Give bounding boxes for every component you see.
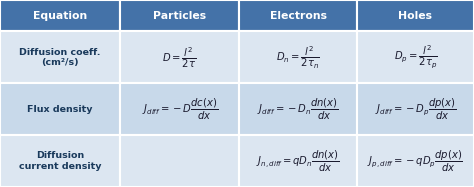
Text: $D = \dfrac{l^2}{2\tau}$: $D = \dfrac{l^2}{2\tau}$ (163, 45, 197, 70)
Bar (357, 31, 474, 83)
Text: Equation: Equation (33, 11, 87, 21)
Text: Diffusion
current density: Diffusion current density (18, 151, 101, 171)
Bar (120, 0, 239, 31)
Text: Electrons: Electrons (270, 11, 327, 21)
Text: Diffusion coeff.
(cm²/s): Diffusion coeff. (cm²/s) (19, 48, 100, 67)
Text: $J_{diff} = -D\dfrac{dc(x)}{dx}$: $J_{diff} = -D\dfrac{dc(x)}{dx}$ (142, 96, 218, 122)
Text: $J_{p,diff} = -qD_p\dfrac{dp(x)}{dx}$: $J_{p,diff} = -qD_p\dfrac{dp(x)}{dx}$ (367, 148, 464, 174)
Text: $J_{diff} = -D_p\dfrac{dp(x)}{dx}$: $J_{diff} = -D_p\dfrac{dp(x)}{dx}$ (374, 96, 456, 122)
Bar (0, 135, 120, 187)
Bar (0, 83, 120, 135)
Bar (120, 31, 239, 83)
Bar (120, 135, 239, 187)
Text: $D_p = \dfrac{l^2}{2\tau_p}$: $D_p = \dfrac{l^2}{2\tau_p}$ (393, 44, 438, 71)
Bar (239, 83, 357, 135)
Bar (0, 0, 120, 31)
Bar (0, 31, 120, 83)
Text: Flux density: Flux density (27, 105, 93, 114)
Bar (357, 135, 474, 187)
Bar (239, 0, 357, 31)
Bar (120, 83, 239, 135)
Bar (357, 0, 474, 31)
Bar (357, 83, 474, 135)
Text: Particles: Particles (153, 11, 206, 21)
Text: $J_{n,diff} = qD_n\dfrac{dn(x)}{dx}$: $J_{n,diff} = qD_n\dfrac{dn(x)}{dx}$ (256, 148, 340, 174)
Text: $J_{diff} = -D_n\dfrac{dn(x)}{dx}$: $J_{diff} = -D_n\dfrac{dn(x)}{dx}$ (257, 96, 339, 122)
Bar (239, 31, 357, 83)
Text: $D_n = \dfrac{l^2}{2\tau_n}$: $D_n = \dfrac{l^2}{2\tau_n}$ (276, 44, 320, 71)
Bar (239, 135, 357, 187)
Text: Holes: Holes (399, 11, 432, 21)
